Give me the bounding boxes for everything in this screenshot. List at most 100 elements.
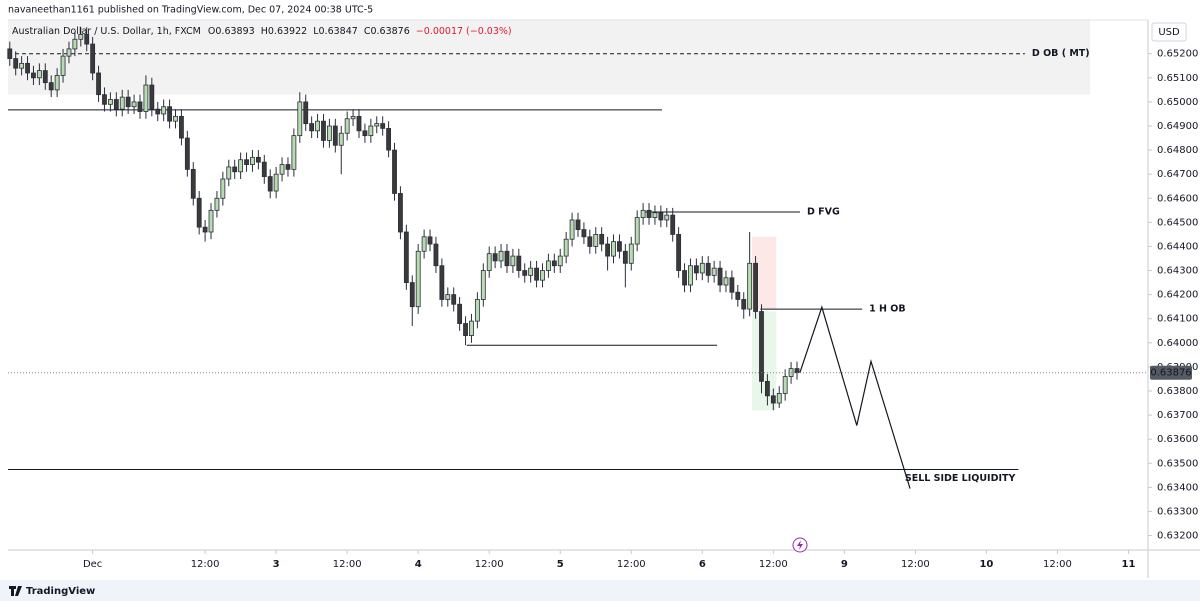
y-tick-label: 0.63400 <box>1157 482 1198 493</box>
y-tick-label: 0.63700 <box>1157 410 1198 421</box>
candle-body <box>622 250 628 264</box>
candle-body <box>291 135 297 170</box>
candle-body <box>670 214 676 235</box>
currency-box[interactable] <box>1151 22 1187 42</box>
candle-body <box>131 101 137 108</box>
candle-body <box>344 118 350 134</box>
candle-body <box>315 120 320 132</box>
y-tick-label: 0.65200 <box>1157 49 1198 60</box>
candle-body <box>250 156 255 165</box>
candle-body <box>179 115 184 139</box>
candle-body <box>492 253 498 262</box>
candle-body <box>469 320 474 336</box>
candle-body <box>321 120 326 141</box>
candle-body <box>534 267 539 281</box>
candle-body <box>463 323 468 336</box>
candle-body <box>652 212 658 218</box>
candle-body <box>332 125 338 146</box>
x-tick-label: 10 <box>979 559 993 570</box>
candle-body <box>611 241 616 257</box>
candle-body <box>776 393 782 404</box>
candle-body <box>31 72 36 79</box>
y-tick-label: 0.64200 <box>1157 290 1198 301</box>
candle-body <box>380 123 386 129</box>
candle-body <box>421 236 427 252</box>
candle-body <box>759 311 764 382</box>
x-tick-label: Dec <box>83 559 102 570</box>
candle-body <box>735 291 741 300</box>
candle-body <box>593 234 599 247</box>
brand-logo <box>9 586 22 596</box>
candle-body <box>356 115 362 132</box>
candle-body <box>273 173 279 192</box>
candle-body <box>113 99 119 110</box>
candle-body <box>326 125 332 141</box>
candle-body <box>297 101 303 137</box>
level-label: D OB ( MT) <box>1032 48 1090 59</box>
y-tick-label: 0.63600 <box>1157 434 1198 445</box>
x-tick-label: 12:00 <box>333 559 362 570</box>
candle-body <box>167 106 173 122</box>
candle-body <box>545 260 551 271</box>
ohlc-value: 0.63922 <box>268 26 307 37</box>
candle-body <box>66 48 72 57</box>
event-icon-bolt <box>797 540 803 550</box>
x-tick-label: 4 <box>415 559 422 570</box>
candle-body <box>688 265 693 286</box>
candle-body <box>137 101 143 112</box>
candle-body <box>173 115 178 122</box>
x-tick-label: 12:00 <box>759 559 788 570</box>
x-tick-label: 5 <box>557 559 564 570</box>
y-tick-label: 0.63500 <box>1157 458 1198 469</box>
candle-body <box>504 250 510 267</box>
candle-body <box>96 72 101 96</box>
candle-body <box>107 99 113 105</box>
candle-body <box>640 209 646 218</box>
candle-body <box>433 243 439 267</box>
y-tick-label: 0.64900 <box>1157 121 1198 132</box>
candle-body <box>303 101 309 124</box>
candle-body <box>338 132 344 146</box>
currency[interactable]: USD <box>1158 27 1180 38</box>
candle-body <box>202 226 208 233</box>
candle-body <box>54 75 60 91</box>
candle-body <box>540 270 545 281</box>
y-tick-label: 0.64300 <box>1157 266 1198 277</box>
candle-body <box>693 265 699 274</box>
candle-body <box>36 70 42 79</box>
candle-body <box>374 123 380 127</box>
candle-body <box>528 267 534 276</box>
x-tick-label: 12:00 <box>901 559 930 570</box>
candle-body <box>208 209 214 233</box>
level-label: 1 H OB <box>869 304 906 315</box>
candle-body <box>729 277 735 293</box>
candle-body <box>368 125 374 137</box>
candle-body <box>398 193 403 233</box>
y-tick-label: 0.64100 <box>1157 314 1198 325</box>
candle-body <box>214 197 220 211</box>
candle-body <box>510 255 516 267</box>
candle-body <box>646 209 652 218</box>
candle-body <box>617 241 622 252</box>
y-tick-label: 0.65100 <box>1157 73 1198 84</box>
candle-body <box>699 262 705 274</box>
y-tick-label: 0.63200 <box>1157 531 1198 542</box>
candle-body <box>474 299 480 322</box>
x-tick-label: 6 <box>699 559 706 570</box>
x-tick-label: 9 <box>841 559 848 570</box>
candle-body <box>7 48 13 59</box>
y-tick-label: 0.64800 <box>1157 145 1198 156</box>
candle-body <box>794 368 800 374</box>
x-tick-label: 12:00 <box>475 559 504 570</box>
footer <box>0 580 1200 601</box>
candle-body <box>60 55 66 76</box>
ohlc-prefix: H <box>261 26 268 37</box>
plot: D OB ( MT) D FVG 1 H OB SELL SIDE LIQUIDITY <box>7 20 1148 489</box>
last-price-box <box>1150 365 1192 380</box>
candle-body <box>664 214 670 221</box>
candle-body <box>575 219 581 230</box>
candle-body <box>25 62 30 74</box>
